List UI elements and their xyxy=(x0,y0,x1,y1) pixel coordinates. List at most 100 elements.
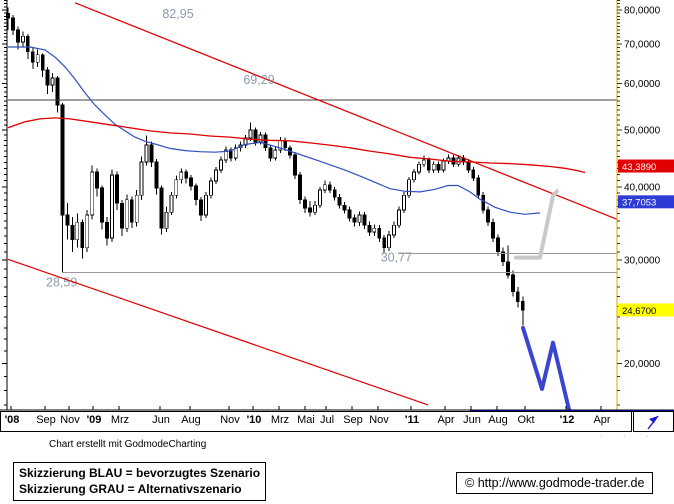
candle-body xyxy=(372,227,377,233)
candle-body xyxy=(377,227,382,239)
candle-body xyxy=(119,202,124,229)
candle-body xyxy=(110,174,114,239)
candle-body xyxy=(357,214,362,223)
current-value-badge xyxy=(618,195,674,209)
candle-body xyxy=(337,196,342,206)
level-label-28-59: 28,59 xyxy=(46,275,77,289)
x-axis-month-label: Nov xyxy=(60,414,80,426)
candle-body xyxy=(30,51,35,63)
x-axis-month-label: Jun xyxy=(152,414,170,426)
x-axis-year-label: '11 xyxy=(404,414,420,426)
candle-body xyxy=(50,77,55,86)
candle-body xyxy=(144,144,149,163)
chart-area: 28,59 30,77 82,95 69,29 80,0000 70,0000 60,000… xyxy=(0,0,674,412)
candle-body xyxy=(159,187,164,229)
candle-body xyxy=(11,17,15,31)
candle-body xyxy=(308,207,312,213)
candle-body xyxy=(347,209,352,219)
x-axis-month-label: Jul xyxy=(319,414,335,426)
chart-tool-flag-box[interactable] xyxy=(633,411,674,432)
current-value-text: 37,7053 xyxy=(622,198,656,209)
x-axis-month-label: Jun xyxy=(463,414,481,426)
candle-body xyxy=(70,224,75,241)
candle-body xyxy=(426,159,431,171)
candle-body xyxy=(184,171,189,179)
candle-body xyxy=(327,184,332,191)
current-value-text: 24,6700 xyxy=(622,306,656,317)
alternative-scenario-gray xyxy=(514,189,559,260)
candle-body xyxy=(169,194,174,213)
candle-body xyxy=(45,69,50,86)
candle-body xyxy=(402,194,406,211)
x-axis-month-label: Mai xyxy=(297,414,315,426)
faint-dots: . . . xyxy=(600,429,658,439)
copyright-symbol: © xyxy=(465,476,475,490)
candle-body xyxy=(431,163,436,171)
candle-body xyxy=(362,214,367,226)
candle-body xyxy=(35,54,40,63)
candle-body xyxy=(149,144,154,163)
candle-body xyxy=(436,163,441,171)
candle-body xyxy=(154,161,159,189)
candle-body xyxy=(491,221,496,239)
candle-body xyxy=(303,199,307,209)
candle-body xyxy=(248,129,253,139)
candle-body xyxy=(268,147,273,159)
candle-body xyxy=(476,177,481,196)
candle-body xyxy=(367,224,372,233)
candle-body xyxy=(55,77,60,106)
candle-body xyxy=(223,149,228,161)
candle-body xyxy=(139,161,144,196)
candle-body xyxy=(317,189,322,206)
x-axis-month-label: Nov xyxy=(369,414,389,426)
y-axis-label: 40,0000 xyxy=(624,182,661,193)
candle-body xyxy=(90,171,95,216)
candle-body xyxy=(486,209,491,223)
x-axis-year-label: '10 xyxy=(246,414,262,426)
chart-credit-text: Chart erstellt mit GodmodeCharting xyxy=(49,439,207,450)
candle-body xyxy=(134,194,139,223)
y-axis-label: 60,0000 xyxy=(624,79,661,90)
candle-body xyxy=(352,217,357,223)
y-axis-label: 70,0000 xyxy=(624,40,661,51)
x-axis-month-label: Nov xyxy=(220,414,240,426)
candle-body xyxy=(421,159,426,165)
candle-body xyxy=(25,35,30,53)
y-axis-label: 30,0000 xyxy=(624,256,661,267)
x-axis-month-label: Sep xyxy=(343,414,363,426)
lower-channel-line xyxy=(7,258,429,406)
x-axis-label-strip: '08 Sep Nov '09 Mrz Jun Aug Nov '10 Mrz Mai Jul Sep N… xyxy=(0,411,632,432)
candle-body xyxy=(501,251,505,263)
resistance-trendline xyxy=(74,2,618,220)
x-axis-month-label: Okt xyxy=(517,414,535,426)
candle-body xyxy=(515,291,520,302)
x-axis-year-label: '08 xyxy=(4,414,20,426)
y-axis-label: 50,0000 xyxy=(624,125,661,136)
x-axis-month-label: Mrz xyxy=(270,414,290,426)
candle-body xyxy=(65,214,70,226)
candle-body xyxy=(258,134,263,143)
candle-body xyxy=(332,189,337,198)
candle-body xyxy=(397,209,401,226)
candle-body xyxy=(510,274,515,293)
x-axis-month-label: Apr xyxy=(437,414,455,426)
candle-body xyxy=(481,194,486,211)
y-axis-label: 20,0000 xyxy=(624,359,661,370)
candle-body xyxy=(105,221,109,239)
candle-body xyxy=(75,221,80,241)
x-axis-month-label: Aug xyxy=(181,414,201,426)
candle-body xyxy=(382,237,387,249)
candle-body xyxy=(441,160,446,171)
blue-flag-icon xyxy=(646,415,659,429)
price-annotation-label: 82,95 xyxy=(162,7,193,21)
candle-body xyxy=(233,147,238,159)
x-axis-month-label: Mrz xyxy=(110,414,130,426)
candle-body xyxy=(342,204,347,211)
price-annotation-label: 69,29 xyxy=(243,73,274,87)
godmode-url-box[interactable]: © http://www.godmode-trader.de xyxy=(456,472,654,494)
candle-body xyxy=(209,180,213,196)
candle-body xyxy=(407,179,411,196)
candle-body xyxy=(471,169,476,179)
candle-body xyxy=(466,161,471,171)
